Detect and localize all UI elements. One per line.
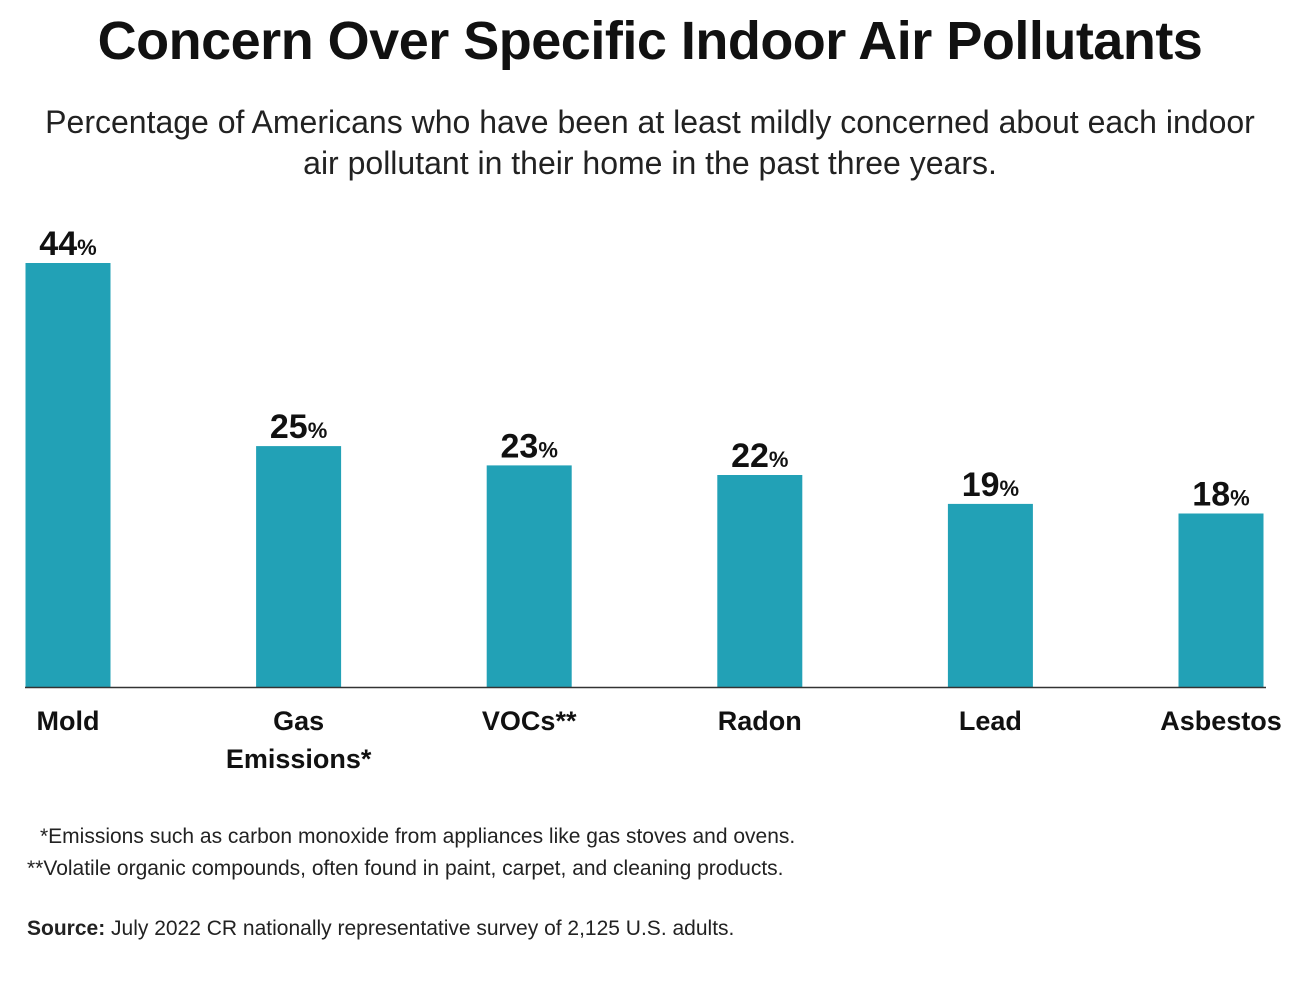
footnote-gas-emissions: *Emissions such as carbon monoxide from … xyxy=(40,825,796,848)
category-label-2: VOCs** xyxy=(482,706,577,736)
category-label-5: Asbestos xyxy=(1160,706,1282,736)
category-label-4: Lead xyxy=(959,706,1022,736)
bar-1 xyxy=(256,446,342,687)
source-label: Source: xyxy=(27,917,106,940)
category-label-1: Gas Emissions* xyxy=(226,706,372,774)
data-label-2: 23% xyxy=(501,427,558,465)
bar-3 xyxy=(717,475,803,687)
chart-subtitle: Percentage of Americans who have been at… xyxy=(45,104,1255,181)
data-label-1: 25% xyxy=(270,408,327,446)
footnote-vocs: **Volatile organic compounds, often foun… xyxy=(27,857,784,880)
bar-2 xyxy=(486,465,572,687)
bar-5 xyxy=(1178,513,1264,687)
data-label-5: 18% xyxy=(1192,476,1249,514)
data-label-3: 22% xyxy=(731,437,788,475)
chart-title: Concern Over Specific Indoor Air Polluta… xyxy=(97,11,1203,71)
data-label-4: 19% xyxy=(962,466,1019,504)
source-note: Source: July 2022 CR nationally represen… xyxy=(27,917,734,941)
bar-4 xyxy=(947,503,1033,687)
data-label-0: 44% xyxy=(39,225,96,263)
category-label-0: Mold xyxy=(37,706,100,736)
bar-0 xyxy=(25,263,111,687)
source-text: July 2022 CR nationally representative s… xyxy=(105,917,735,940)
category-label-3: Radon xyxy=(718,706,802,736)
bar-chart: 44% Mold 25% Gas Emissions* 23% VOCs** 22% Radon… xyxy=(25,225,1282,774)
